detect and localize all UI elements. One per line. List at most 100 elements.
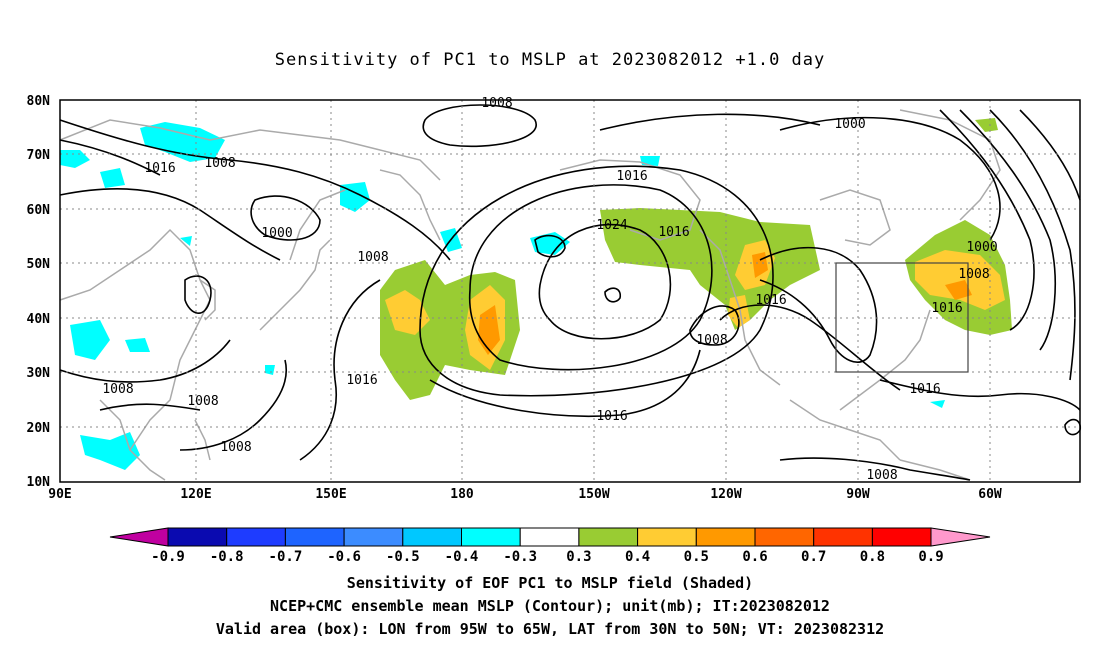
mslp-contours bbox=[59, 104, 1082, 481]
contour-label: 1008 bbox=[866, 468, 897, 483]
contour-label: 1016 bbox=[909, 382, 940, 397]
contour-1016-na2 bbox=[879, 379, 1081, 411]
shade-east-pacific bbox=[600, 208, 820, 330]
colorbar-swatch bbox=[578, 527, 639, 547]
coast-central-america bbox=[789, 399, 901, 461]
lon-label: 90E bbox=[48, 487, 71, 502]
contour-label: 1008 bbox=[187, 394, 218, 409]
contour-1008-asia bbox=[59, 339, 231, 383]
caption-shading: Sensitivity of EOF PC1 to MSLP field (Sh… bbox=[346, 574, 754, 592]
contour-1016-npac bbox=[599, 113, 821, 131]
shade-greenland-green bbox=[975, 118, 998, 132]
colorbar-label: -0.5 bbox=[386, 549, 420, 565]
contour-pac-small bbox=[604, 287, 622, 303]
contour-label: 1016 bbox=[931, 301, 962, 316]
contour-label: 1008 bbox=[357, 250, 388, 265]
colorbar-label: 0.5 bbox=[684, 549, 709, 565]
lon-label: 120E bbox=[180, 487, 211, 502]
shade-cyan-china2 bbox=[125, 338, 150, 352]
colorbar-label: 0.7 bbox=[801, 549, 826, 565]
colorbar: -0.9 -0.8 -0.7 -0.6 -0.5 -0.4 -0.3 0.3 0… bbox=[109, 527, 991, 565]
colorbar-swatch bbox=[402, 527, 462, 547]
valid-area-box bbox=[835, 262, 969, 373]
coast-hudson bbox=[819, 189, 891, 246]
lat-label: 50N bbox=[27, 257, 51, 272]
contour-label: 1016 bbox=[596, 409, 627, 424]
lon-label: 150W bbox=[578, 487, 609, 502]
map-frame bbox=[59, 99, 1081, 483]
latitude-labels: 80N 70N 60N 50N 40N 30N 20N 10N bbox=[27, 94, 51, 490]
contour-label: 1008 bbox=[220, 440, 251, 455]
caption-contour: NCEP+CMC ensemble mean MSLP (Contour); u… bbox=[270, 597, 830, 615]
shade-cyan-arctic bbox=[140, 122, 225, 162]
lon-label: 180 bbox=[450, 487, 474, 502]
colorbar-label: 0.4 bbox=[625, 549, 650, 565]
map-title: Sensitivity of PC1 to MSLP at 2023082012… bbox=[274, 50, 826, 70]
colorbar-swatch bbox=[637, 527, 697, 547]
colorbar-swatch bbox=[813, 527, 873, 547]
colorbar-swatch bbox=[343, 527, 404, 547]
contour-1008-west bbox=[59, 187, 281, 261]
shade-cyan-caribbean bbox=[930, 400, 945, 408]
contour-label: 1016 bbox=[658, 225, 689, 240]
lat-label: 40N bbox=[27, 312, 51, 327]
contour-arctic-low bbox=[422, 104, 537, 148]
contour-label: 1008 bbox=[696, 333, 727, 348]
contour-label: 1008 bbox=[102, 382, 133, 397]
contour-label: 1008 bbox=[204, 156, 235, 171]
colorbar-label: 0.6 bbox=[742, 549, 767, 565]
contour-east-lines4 bbox=[1019, 109, 1081, 201]
colorbar-label: -0.6 bbox=[327, 549, 361, 565]
coast-japan bbox=[259, 239, 331, 331]
lat-label: 10N bbox=[27, 475, 51, 490]
shade-cyan-pacific bbox=[180, 236, 192, 246]
contour-label: 1000 bbox=[261, 226, 292, 241]
lon-label: 150E bbox=[315, 487, 346, 502]
coast-greenland bbox=[899, 109, 1001, 221]
lat-label: 70N bbox=[27, 148, 51, 163]
coast-korea bbox=[199, 279, 216, 321]
contour-1000-siberia bbox=[250, 195, 321, 241]
shade-cyan-scs bbox=[80, 432, 140, 470]
contour-east-lines2 bbox=[959, 109, 1056, 351]
colorbar-label: -0.7 bbox=[269, 549, 303, 565]
colorbar-label: -0.8 bbox=[210, 549, 244, 565]
lon-label: 90W bbox=[846, 487, 870, 502]
lat-label: 30N bbox=[27, 366, 51, 381]
lat-label: 60N bbox=[27, 203, 51, 218]
contour-1016-west-pac bbox=[299, 279, 381, 461]
contour-1020 bbox=[468, 184, 713, 371]
contour-label: 1016 bbox=[616, 169, 647, 184]
contour-1016-arctic bbox=[59, 139, 161, 176]
contour-1000-greenland bbox=[779, 116, 1001, 241]
coast-kamchatka bbox=[379, 169, 441, 241]
coast-okhotsk bbox=[289, 189, 346, 261]
contour-east-lines3 bbox=[989, 109, 1076, 381]
contour-atl-small bbox=[1064, 418, 1082, 436]
sensitivity-shading bbox=[60, 118, 1012, 470]
lon-label: 120W bbox=[710, 487, 741, 502]
shade-cyan-west bbox=[60, 150, 90, 168]
contour-1024 bbox=[538, 223, 672, 340]
contour-label: 1008 bbox=[481, 96, 512, 111]
colorbar-label: 0.3 bbox=[566, 549, 591, 565]
coast-alaska bbox=[559, 159, 701, 241]
colorbar-left-arrow bbox=[109, 527, 169, 547]
lon-label: 60W bbox=[978, 487, 1002, 502]
contour-label: 1016 bbox=[755, 293, 786, 308]
shade-nw-atlantic-orange bbox=[945, 280, 972, 300]
contour-1016-ring bbox=[419, 165, 774, 397]
shade-central-pacific-yellow bbox=[385, 290, 430, 335]
contour-1016-na bbox=[719, 304, 901, 391]
contour-bering-low bbox=[534, 234, 566, 258]
coast-philippines bbox=[194, 419, 211, 461]
colorbar-right-arrow bbox=[930, 527, 991, 547]
coastlines bbox=[59, 109, 1001, 481]
colorbar-label: 0.9 bbox=[918, 549, 943, 565]
shade-cyan-siberia bbox=[100, 168, 125, 188]
contour-east-lines1 bbox=[939, 109, 1035, 331]
contour-1008-north bbox=[59, 119, 451, 261]
caption-valid-area: Valid area (box): LON from 95W to 65W, L… bbox=[215, 620, 885, 638]
coast-siberia bbox=[59, 119, 441, 181]
